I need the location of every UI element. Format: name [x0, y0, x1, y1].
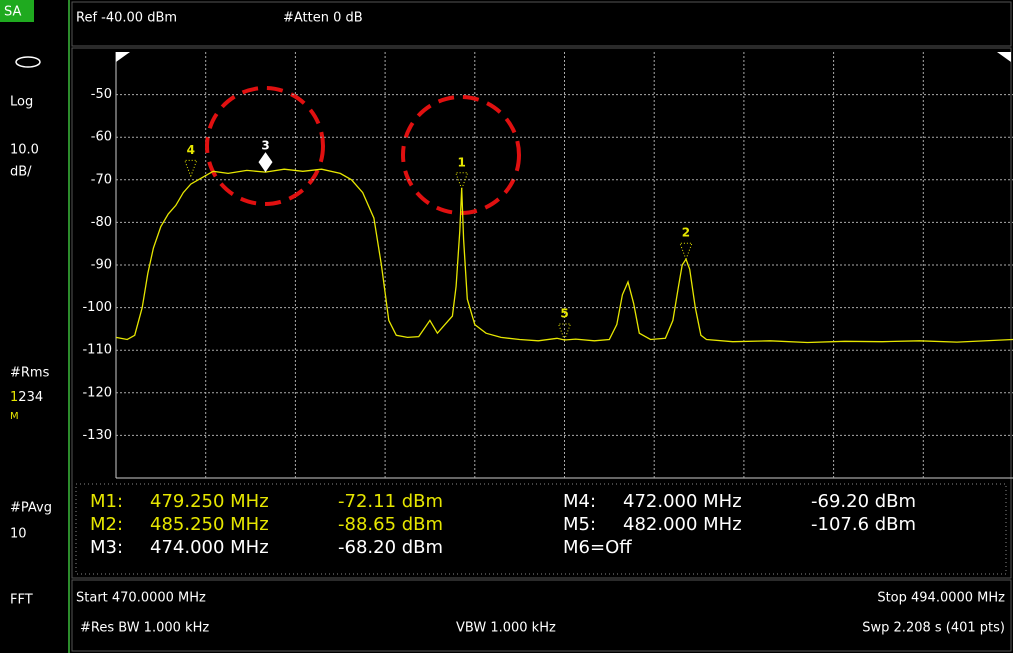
corner-mark: [116, 52, 130, 62]
marker-readout: 479.250 MHz: [150, 491, 269, 512]
vbw: VBW 1.000 kHz: [456, 621, 556, 636]
marker-readout: M6=Off: [563, 537, 632, 558]
trace-flags: 1234: [10, 390, 43, 405]
trace-flag: 2: [18, 390, 26, 405]
corner-mark: [997, 52, 1011, 62]
mode-label: SA: [4, 5, 21, 20]
marker-readout: -88.65 dBm: [338, 514, 443, 535]
scale-value: 10.0: [10, 143, 39, 158]
marker: [184, 159, 198, 178]
header-panel: [71, 1, 1012, 47]
marker-readout: M4:: [563, 491, 596, 512]
sweep-icon: [15, 56, 41, 68]
scale-unit: dB/: [10, 165, 32, 180]
marker-readout: 472.000 MHz: [623, 491, 742, 512]
marker-label: 5: [560, 306, 568, 320]
avg-label: #PAvg: [10, 501, 52, 516]
detector: #Rms: [10, 366, 50, 381]
marker-readout: M3:: [90, 537, 123, 558]
marker-readout: M1:: [90, 491, 123, 512]
avg-count: 10: [10, 527, 27, 542]
footer-panel: [71, 579, 1012, 652]
y-tick-label: -110: [82, 343, 112, 358]
y-tick-label: -120: [82, 385, 112, 400]
marker-active: [258, 152, 273, 173]
sweep-info: Swp 2.208 s (401 pts): [862, 621, 1005, 636]
y-tick-label: -130: [82, 428, 112, 443]
trace-flag: 3: [27, 390, 35, 405]
sidebar: [0, 0, 68, 653]
marker: [679, 242, 693, 261]
marker-readout: -69.20 dBm: [811, 491, 916, 512]
marker-readout: M2:: [90, 514, 123, 535]
marker-readout: 485.250 MHz: [150, 514, 269, 535]
marker: [454, 172, 469, 191]
trace-flag: 1: [10, 390, 18, 405]
stop-freq: Stop 494.0000 MHz: [877, 591, 1005, 606]
plot-panel: [71, 47, 1012, 579]
highlight-circle: [205, 86, 325, 206]
marker-table: M1: 479.250 MHz -72.11 dBm M2: 485.250 MHz -8…: [90, 491, 916, 558]
y-tick-label: -80: [91, 215, 112, 230]
trace-flag: 4: [35, 390, 43, 405]
marker-readout: 482.000 MHz: [623, 514, 742, 535]
marker-readout: -72.11 dBm: [338, 491, 443, 512]
ref-level: Ref -40.00 dBm: [76, 11, 177, 26]
marker-label: 3: [261, 139, 269, 153]
marker-label: 1: [458, 155, 466, 169]
sweep-type: FFT: [10, 593, 33, 608]
y-tick-label: -100: [82, 300, 112, 315]
trace-mode: M: [10, 411, 19, 422]
y-tick-label: -70: [91, 172, 112, 187]
marker-table-frame: [75, 483, 1007, 575]
attenuation: #Atten 0 dB: [283, 11, 363, 26]
y-tick-label: -90: [91, 258, 112, 273]
marker-readout: M5:: [563, 514, 596, 535]
marker-readout: -107.6 dBm: [811, 514, 916, 535]
marker-readout: -68.20 dBm: [338, 537, 443, 558]
marker-readout: 474.000 MHz: [150, 537, 269, 558]
trace: [115, 168, 1013, 344]
mode-badge: [0, 0, 34, 22]
scale-type: Log: [10, 95, 33, 110]
marker-label: 2: [682, 226, 690, 240]
marker-label: 4: [187, 143, 195, 157]
y-tick-label: -50: [91, 87, 112, 102]
res-bw: #Res BW 1.000 kHz: [80, 621, 209, 636]
start-freq: Start 470.0000 MHz: [76, 591, 206, 606]
y-tick-label: -60: [91, 130, 112, 145]
